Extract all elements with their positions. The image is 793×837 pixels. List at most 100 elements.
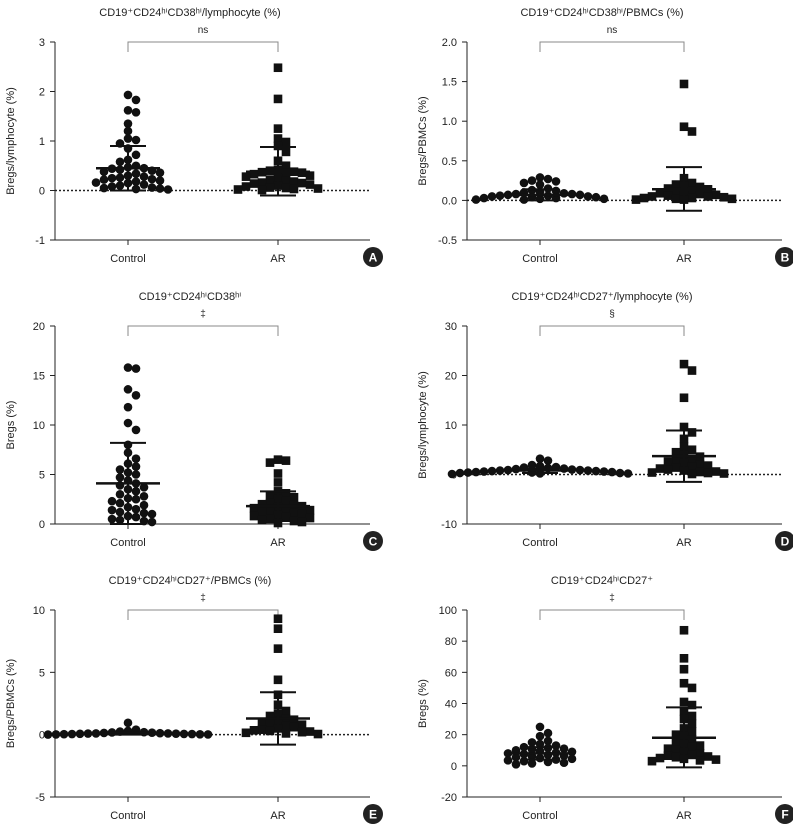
data-point-control	[123, 134, 133, 143]
data-point-control	[147, 183, 157, 192]
data-point-control	[123, 418, 133, 428]
data-point-control	[495, 191, 505, 200]
data-point-ar	[265, 175, 275, 184]
data-point-control	[155, 184, 165, 193]
data-point-ar	[265, 711, 275, 721]
y-tick-label: 100	[439, 605, 457, 617]
data-point-control	[131, 177, 141, 186]
x-tick-label: AR	[676, 537, 691, 549]
data-point-ar	[647, 756, 657, 766]
data-point-control	[503, 756, 513, 765]
x-tick-label: Control	[110, 537, 145, 549]
data-point-control	[131, 150, 141, 160]
data-point-ar	[281, 489, 291, 498]
data-point-control	[155, 168, 165, 177]
data-point-ar	[289, 184, 299, 194]
data-point-ar	[687, 454, 697, 463]
data-point-control	[575, 465, 585, 475]
data-point-control	[155, 176, 165, 185]
data-point-ar	[679, 697, 689, 707]
data-point-ar	[289, 508, 299, 518]
data-point-control	[487, 466, 497, 476]
data-point-control	[147, 509, 157, 519]
x-tick-label: Control	[522, 810, 557, 822]
data-point-ar	[281, 147, 291, 157]
data-point-ar	[687, 700, 697, 710]
panel-b: CD19⁺CD24ʰⁱCD38ʰⁱ/PBMCs (%) Bregs/PBMCs (…	[412, 0, 793, 280]
y-tick-label: 10	[33, 605, 45, 617]
y-tick-label: 10	[445, 420, 457, 432]
chart-svg: CD19⁺CD24ʰⁱCD27⁺/lymphocyte (%) Bregs/lym…	[417, 291, 793, 551]
data-point-control	[551, 177, 561, 186]
y-tick-label: -0.5	[438, 235, 457, 247]
data-point-ar	[265, 726, 275, 736]
data-point-ar	[719, 192, 729, 202]
panel-letter: A	[369, 251, 378, 265]
y-axis-label: Bregs/PBMCs (%)	[417, 96, 429, 185]
data-point-ar	[631, 195, 641, 204]
data-point-ar	[679, 678, 689, 688]
data-point-ar	[273, 124, 283, 133]
data-point-ar	[695, 741, 705, 750]
data-point-ar	[289, 722, 299, 732]
data-point-control	[187, 729, 197, 739]
data-point-ar	[687, 469, 697, 479]
data-point-control	[471, 195, 481, 204]
data-point-ar	[655, 753, 665, 763]
chart-title: CD19⁺CD24ʰⁱCD38ʰⁱ/PBMCs (%)	[520, 7, 683, 19]
data-point-ar	[679, 122, 689, 132]
data-point-control	[115, 515, 125, 525]
data-point-ar	[273, 134, 283, 143]
data-point-ar	[703, 752, 713, 761]
data-point-control	[51, 730, 61, 739]
data-point-control	[519, 756, 529, 766]
data-point-ar	[663, 191, 673, 200]
y-tick-label: -20	[441, 792, 457, 804]
panel-letter: F	[781, 808, 788, 822]
data-point-control	[163, 729, 173, 738]
y-axis-label: Bregs (%)	[5, 401, 17, 450]
chart-svg: CD19⁺CD24ʰⁱCD27⁺/PBMCs (%) Bregs/PBMCs (%…	[5, 575, 383, 824]
data-point-control	[479, 193, 489, 203]
data-point-control	[107, 505, 117, 515]
data-point-control	[123, 363, 133, 372]
y-tick-label: 0	[39, 186, 45, 198]
significance-label: ‡	[200, 309, 206, 320]
data-point-ar	[257, 185, 267, 195]
y-tick-label: 1	[39, 136, 45, 148]
data-point-control	[623, 469, 633, 478]
data-point-ar	[647, 468, 657, 477]
panel-f: CD19⁺CD24ʰⁱCD27⁺ Bregs (%) 100 80 60 40 20 0 -20…	[412, 568, 793, 837]
data-point-ar	[241, 728, 251, 738]
panel-letter-badge	[363, 804, 383, 824]
data-point-control	[567, 754, 577, 764]
data-point-ar	[305, 513, 315, 523]
data-point-control	[203, 730, 213, 739]
data-point-control	[575, 190, 585, 200]
data-point-control	[583, 466, 593, 475]
data-point-ar	[297, 517, 307, 527]
data-point-control	[115, 165, 125, 175]
data-point-ar	[297, 509, 307, 519]
data-point-control	[91, 178, 101, 187]
data-point-ar	[249, 726, 259, 735]
data-point-control	[559, 744, 569, 753]
data-point-ar	[273, 675, 283, 685]
data-point-ar	[265, 506, 275, 516]
data-point-ar	[695, 467, 705, 477]
data-point-control	[535, 173, 545, 182]
data-point-ar	[687, 445, 697, 455]
data-point-ar	[273, 469, 283, 478]
data-point-ar	[671, 752, 681, 762]
data-point-ar	[305, 180, 315, 189]
data-point-ar	[679, 359, 689, 369]
data-point-ar	[663, 465, 673, 474]
data-point-ar	[671, 730, 681, 739]
data-point-control	[543, 736, 553, 746]
data-point-control	[115, 507, 125, 517]
data-point-ar	[257, 507, 267, 517]
data-point-control	[107, 514, 117, 524]
data-point-control	[115, 473, 125, 482]
panel-d: CD19⁺CD24ʰⁱCD27⁺/lymphocyte (%) Bregs/lym…	[412, 284, 793, 564]
